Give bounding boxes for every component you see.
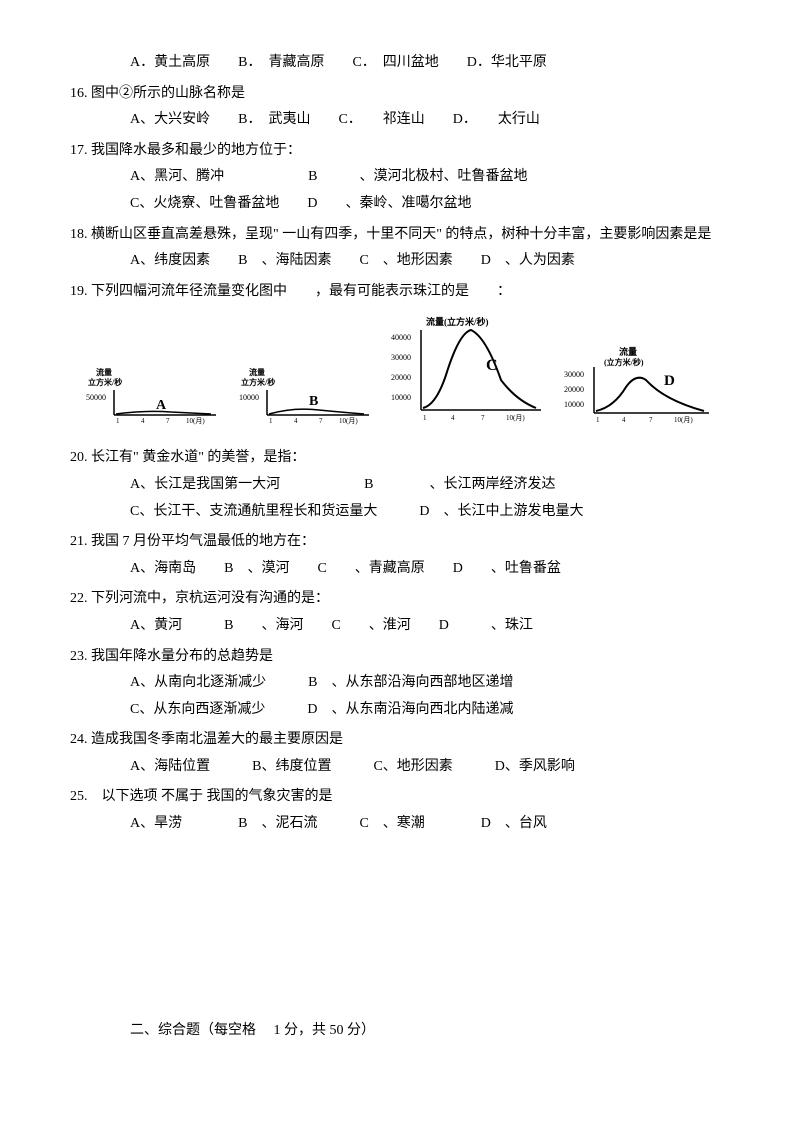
chart-b: 流量 立方米/秒 10000 B 1 4 7 10(月) — [239, 365, 379, 425]
svg-text:1: 1 — [116, 417, 120, 425]
svg-text:30000: 30000 — [564, 370, 584, 379]
svg-text:50000: 50000 — [86, 393, 106, 402]
q25-options: A、旱涝 B 、泥石流 C 、寒潮 D 、台风 — [70, 811, 730, 838]
svg-text:30000: 30000 — [391, 353, 411, 362]
q19-text: 19. 下列四幅河流年径流量变化图中 ，最有可能表示珠江的是 ： — [70, 279, 730, 306]
q16-text: 16. 图中②所示的山脉名称是 — [70, 81, 730, 108]
svg-text:7: 7 — [319, 417, 323, 425]
svg-text:A: A — [156, 398, 167, 413]
q20-options-a: A、长江是我国第一大河 B 、长江两岸经济发达 — [70, 472, 730, 499]
svg-text:C: C — [486, 357, 498, 374]
svg-text:10000: 10000 — [564, 400, 584, 409]
svg-text:40000: 40000 — [391, 333, 411, 342]
svg-text:7: 7 — [481, 414, 485, 422]
svg-text:立方米/秒: 立方米/秒 — [88, 377, 122, 387]
q21-options: A、海南岛 B 、漠河 C 、青藏高原 D 、吐鲁番盆 — [70, 556, 730, 583]
q23-text: 23. 我国年降水量分布的总趋势是 — [70, 644, 730, 671]
q15-options: A．黄土高原 B． 青藏高原 C． 四川盆地 D．华北平原 — [70, 50, 730, 77]
chart-c: 流量(立方米/秒) 40000 30000 20000 10000 C 1 4 … — [391, 315, 551, 425]
svg-text:10000: 10000 — [239, 393, 259, 402]
q17-options-b: C、火烧寮、吐鲁番盆地 D 、秦岭、准噶尔盆地 — [70, 191, 730, 218]
svg-text:流量: 流量 — [249, 367, 265, 377]
svg-text:20000: 20000 — [564, 385, 584, 394]
q17-text: 17. 我国降水最多和最少的地方位于： — [70, 138, 730, 165]
q20-text: 20. 长江有" 黄金水道" 的美誉，是指： — [70, 445, 730, 472]
q22-options: A、黄河 B 、海河 C 、淮河 D 、珠江 — [70, 613, 730, 640]
q25-text: 25. 以下选项 不属于 我国的气象灾害的是 — [70, 784, 730, 811]
svg-text:1: 1 — [596, 416, 600, 424]
svg-text:(立方米/秒): (立方米/秒) — [604, 357, 644, 367]
svg-text:4: 4 — [451, 414, 455, 422]
svg-text:4: 4 — [294, 417, 298, 425]
q18-options: A、纬度因素 B 、海陆因素 C 、地形因素 D 、人为因素 — [70, 248, 730, 275]
svg-text:10(月): 10(月) — [506, 414, 525, 422]
section-2-heading: 二、综合题（每空格 1 分，共 50 分） — [70, 1018, 730, 1045]
q18-text: 18. 横断山区垂直高差悬殊，呈现" 一山有四季，十里不同天" 的特点，树种十分… — [70, 222, 730, 249]
q16-options: A、大兴安岭 B． 武夷山 C． 祁连山 D． 太行山 — [70, 107, 730, 134]
svg-text:10(月): 10(月) — [186, 417, 205, 425]
q20-options-b: C、长江干、支流通航里程长和货运量大 D 、长江中上游发电量大 — [70, 499, 730, 526]
chart-a: 流量 立方米/秒 50000 A 1 4 7 10(月) — [86, 365, 226, 425]
q24-options: A、海陆位置 B、纬度位置 C、地形因素 D、季风影响 — [70, 754, 730, 781]
svg-text:4: 4 — [141, 417, 145, 425]
q21-text: 21. 我国 7 月份平均气温最低的地方在： — [70, 529, 730, 556]
q17-options-a: A、黑河、腾冲 B 、漠河北极村、吐鲁番盆地 — [70, 164, 730, 191]
svg-text:流量(立方米/秒): 流量(立方米/秒) — [426, 316, 489, 327]
svg-text:10000: 10000 — [391, 393, 411, 402]
svg-text:1: 1 — [269, 417, 273, 425]
q23-options-a: A、从南向北逐渐减少 B 、从东部沿海向西部地区递增 — [70, 670, 730, 697]
q24-text: 24. 造成我国冬季南北温差大的最主要原因是 — [70, 727, 730, 754]
svg-text:10(月): 10(月) — [339, 417, 358, 425]
svg-text:B: B — [309, 394, 318, 409]
svg-text:7: 7 — [166, 417, 170, 425]
q22-text: 22. 下列河流中，京杭运河没有沟通的是： — [70, 586, 730, 613]
svg-text:4: 4 — [622, 416, 626, 424]
svg-text:D: D — [664, 373, 675, 389]
svg-text:20000: 20000 — [391, 373, 411, 382]
svg-text:10(月): 10(月) — [674, 416, 693, 424]
svg-text:流量: 流量 — [619, 346, 637, 357]
chart-d: 流量 (立方米/秒) 30000 20000 10000 D 1 4 7 10(… — [564, 345, 714, 425]
svg-text:流量: 流量 — [96, 367, 112, 377]
chart-row: 流量 立方米/秒 50000 A 1 4 7 10(月) 流量 立方米/秒 10… — [70, 315, 730, 425]
q23-options-b: C、从东向西逐渐减少 D 、从东南沿海向西北内陆递减 — [70, 697, 730, 724]
svg-text:立方米/秒: 立方米/秒 — [241, 377, 275, 387]
svg-text:7: 7 — [649, 416, 653, 424]
svg-text:1: 1 — [423, 414, 427, 422]
